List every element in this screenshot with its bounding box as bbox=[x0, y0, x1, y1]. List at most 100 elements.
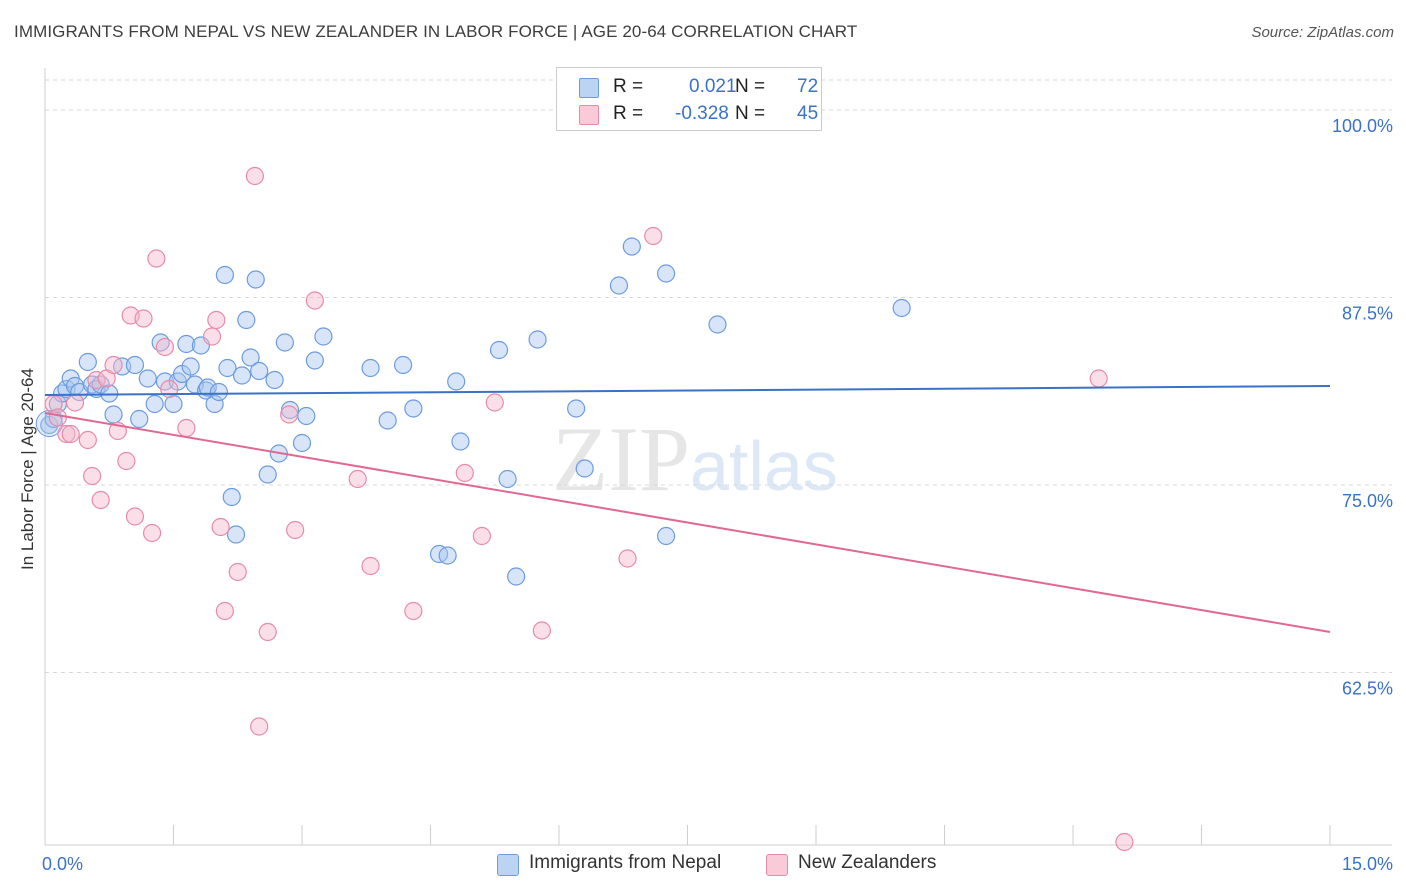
data-point-new-zealanders bbox=[78, 430, 97, 450]
y-axis-label: In Labor Force | Age 20-64 bbox=[18, 368, 37, 570]
data-point-new-zealanders bbox=[215, 601, 234, 621]
trend-line-nepal bbox=[44, 385, 1331, 396]
data-point-nepal bbox=[656, 264, 676, 283]
data-point-new-zealanders bbox=[644, 226, 663, 246]
data-point-nepal bbox=[498, 469, 517, 489]
data-point-new-zealanders bbox=[207, 310, 226, 330]
x-tick-label: 15.0% bbox=[1342, 854, 1393, 874]
y-tick-label: 62.5% bbox=[1342, 679, 1393, 699]
stats-box: R = 0.021 N = 72 R = -0.328 N = 45 bbox=[556, 67, 822, 131]
stats-n-value: 45 bbox=[797, 103, 819, 124]
axes bbox=[44, 68, 1392, 846]
watermark-atlas: atlas bbox=[690, 427, 838, 505]
data-point-new-zealanders bbox=[250, 717, 269, 736]
data-point-new-zealanders bbox=[147, 249, 166, 268]
series-new-zealanders-points bbox=[44, 166, 1134, 852]
data-point-nepal bbox=[622, 237, 641, 256]
data-point-nepal bbox=[489, 340, 509, 360]
data-point-new-zealanders bbox=[286, 520, 305, 540]
data-point-new-zealanders bbox=[117, 451, 136, 471]
data-point-nepal bbox=[451, 432, 470, 451]
data-point-new-zealanders bbox=[61, 424, 80, 444]
data-point-new-zealanders bbox=[57, 424, 76, 444]
stats-swatch-new-zealanders bbox=[579, 105, 599, 125]
data-point-nepal bbox=[404, 399, 423, 418]
data-point-new-zealanders bbox=[532, 621, 551, 640]
data-point-new-zealanders bbox=[177, 418, 196, 438]
data-point-new-zealanders bbox=[125, 507, 145, 526]
data-point-nepal bbox=[297, 406, 316, 426]
data-point-nepal bbox=[708, 315, 727, 334]
data-point-nepal bbox=[125, 355, 145, 375]
watermark-zip: ZIP bbox=[552, 408, 690, 510]
data-point-nepal bbox=[198, 378, 217, 397]
data-point-nepal bbox=[177, 334, 196, 354]
data-point-nepal bbox=[138, 369, 157, 388]
data-point-nepal bbox=[246, 270, 265, 289]
data-point-new-zealanders bbox=[404, 601, 423, 621]
stats-r-value: 0.021 bbox=[689, 76, 737, 97]
data-point-new-zealanders bbox=[202, 327, 222, 346]
data-point-nepal bbox=[78, 352, 97, 372]
data-point-nepal bbox=[218, 358, 237, 378]
data-point-new-zealanders bbox=[104, 355, 123, 375]
data-point-nepal bbox=[575, 459, 594, 478]
data-point-new-zealanders bbox=[280, 405, 299, 424]
legend-label-nepal: Immigrants from Nepal bbox=[529, 852, 722, 873]
data-point-new-zealanders bbox=[472, 526, 491, 546]
stats-swatch-nepal bbox=[579, 78, 599, 98]
y-tick-label: 87.5% bbox=[1342, 304, 1393, 324]
stats-n-label: N = bbox=[735, 103, 766, 124]
legend-swatch-new-zealanders bbox=[766, 854, 788, 876]
data-point-new-zealanders bbox=[228, 562, 247, 582]
data-point-nepal bbox=[292, 433, 312, 453]
data-point-nepal bbox=[181, 357, 200, 376]
series-nepal-points bbox=[35, 237, 911, 586]
data-point-new-zealanders bbox=[1115, 832, 1134, 852]
watermark: ZIPatlas bbox=[552, 408, 838, 510]
tick-labels: 62.5% 75.0% 87.5% 100.0% 0.0% 15.0% bbox=[42, 116, 1393, 874]
trend-lines bbox=[44, 385, 1331, 633]
data-point-nepal bbox=[209, 382, 229, 402]
data-point-nepal bbox=[656, 526, 676, 546]
data-point-new-zealanders bbox=[1089, 369, 1108, 388]
data-point-nepal bbox=[100, 384, 119, 403]
data-point-nepal bbox=[447, 372, 466, 391]
data-point-new-zealanders bbox=[455, 463, 474, 483]
data-point-new-zealanders bbox=[48, 408, 67, 427]
data-point-nepal bbox=[265, 370, 284, 390]
data-point-new-zealanders bbox=[91, 490, 110, 510]
data-point-nepal bbox=[164, 394, 183, 414]
stats-r-label: R = bbox=[613, 103, 644, 124]
data-point-nepal bbox=[507, 567, 526, 586]
data-point-nepal bbox=[241, 348, 260, 367]
legend-label-new-zealanders: New Zealanders bbox=[798, 852, 937, 873]
data-point-new-zealanders bbox=[142, 523, 162, 543]
data-point-nepal bbox=[314, 327, 333, 346]
data-point-nepal bbox=[232, 366, 252, 385]
x-tick-label: 0.0% bbox=[42, 854, 83, 874]
stats-r-value: -0.328 bbox=[675, 103, 729, 124]
data-point-nepal bbox=[378, 411, 397, 430]
legend-swatch-nepal bbox=[497, 854, 519, 876]
data-point-nepal bbox=[361, 358, 380, 378]
trend-line-new-zealanders bbox=[44, 412, 1331, 633]
data-point-nepal bbox=[222, 487, 241, 507]
data-point-nepal bbox=[305, 351, 324, 370]
source-credit: Source: ZipAtlas.com bbox=[1251, 24, 1394, 41]
stats-r-label: R = bbox=[613, 76, 644, 97]
data-point-nepal bbox=[528, 330, 547, 349]
data-point-new-zealanders bbox=[134, 309, 153, 328]
data-point-cluster bbox=[35, 410, 63, 437]
data-point-nepal bbox=[609, 276, 629, 295]
data-point-nepal bbox=[226, 525, 246, 544]
data-point-nepal bbox=[205, 394, 224, 414]
data-point-nepal bbox=[104, 405, 123, 424]
data-point-nepal bbox=[130, 409, 149, 429]
data-point-new-zealanders bbox=[65, 393, 85, 412]
data-point-nepal bbox=[892, 298, 911, 318]
data-point-nepal bbox=[145, 394, 164, 414]
data-point-nepal bbox=[258, 465, 277, 484]
stats-n-value: 72 bbox=[797, 76, 819, 97]
